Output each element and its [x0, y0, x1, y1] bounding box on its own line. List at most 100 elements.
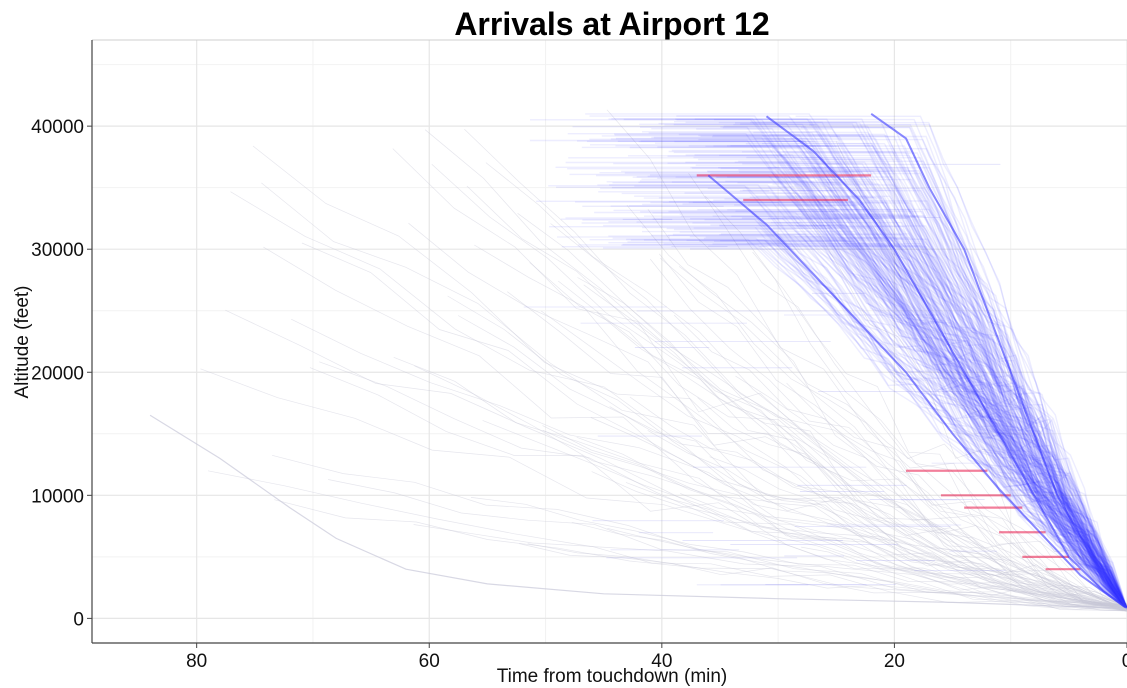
dense-trace — [760, 245, 1127, 609]
dense-trace — [640, 211, 1127, 609]
dense-trace — [710, 224, 1127, 609]
dense-trace — [617, 140, 1127, 609]
sparse-trace — [301, 242, 1127, 609]
sparse-trace — [470, 497, 1127, 612]
x-tick-label: 0 — [1122, 651, 1127, 672]
dense-trace — [641, 178, 1127, 610]
dense-trace — [783, 156, 1127, 609]
dense-trace — [776, 245, 1127, 609]
sparse-trace — [577, 277, 1127, 609]
dense-trace — [630, 239, 1127, 609]
dense-trace — [569, 173, 1127, 609]
sparse-trace — [485, 162, 1127, 612]
dense-trace — [712, 135, 1127, 609]
dense-trace — [629, 205, 1127, 609]
dense-trace — [699, 240, 1127, 609]
dense-trace — [716, 176, 1127, 609]
sparse-trace — [673, 314, 1127, 610]
sparse-trace — [319, 361, 1127, 605]
dense-trace — [609, 184, 1127, 609]
dense-trace — [735, 210, 1127, 609]
dense-trace — [720, 239, 1127, 609]
dense-trace — [797, 208, 1127, 609]
dense-trace — [694, 154, 1127, 609]
sparse-trace — [659, 253, 1127, 612]
sparse-trace — [783, 177, 1127, 612]
sparse-trace — [576, 436, 1127, 606]
sparse-trace — [392, 148, 1127, 606]
dense-trace — [585, 113, 1127, 609]
dense-trace — [801, 214, 1127, 609]
sparse-trace — [629, 396, 1127, 609]
dense-trace — [590, 144, 1127, 609]
sparse-trace — [609, 406, 1127, 611]
dense-trace — [666, 227, 1127, 609]
dense-trace — [555, 166, 1127, 609]
dense-trace — [589, 138, 1127, 609]
dense-trace — [597, 184, 1127, 610]
dense-trace — [636, 176, 1127, 609]
dense-trace — [698, 134, 1127, 609]
x-tick-label: 40 — [651, 651, 672, 672]
sparse-trace — [431, 164, 1127, 612]
dense-trace — [756, 195, 1127, 609]
sparse-trace — [517, 213, 1127, 612]
sparse-trace — [607, 528, 1127, 612]
dense-trace — [685, 154, 1127, 609]
dense-trace — [715, 176, 1127, 609]
dense-trace — [801, 158, 1127, 609]
dense-trace — [662, 201, 1127, 609]
dense-trace — [829, 135, 1127, 609]
dense-trace — [577, 140, 1127, 609]
dense-trace — [733, 123, 1127, 609]
sparse-trace — [457, 315, 1127, 612]
dense-trace — [767, 217, 1127, 609]
dense-trace — [785, 152, 1127, 609]
dense-trace — [770, 221, 1127, 609]
dense-trace — [723, 125, 1127, 609]
dense-trace — [644, 215, 1127, 609]
dense-trace — [707, 187, 1127, 609]
dense-trace — [639, 180, 1127, 609]
dense-trace — [664, 124, 1127, 609]
sparse-trace — [519, 543, 1127, 610]
sparse-trace — [529, 262, 1127, 612]
dense-trace — [667, 155, 1127, 609]
dense-trace — [685, 121, 1127, 609]
sparse-trace — [482, 420, 1127, 609]
series-line — [870, 112, 1127, 610]
dense-trace — [601, 135, 1127, 609]
dense-trace — [627, 241, 1127, 609]
dense-trace — [735, 122, 1127, 609]
sparse-trace — [408, 222, 1127, 609]
dense-trace — [581, 146, 1127, 609]
sparse-trace — [309, 367, 1127, 612]
sparse-trace — [550, 223, 1127, 606]
dense-trace — [718, 121, 1127, 609]
dense-trace — [624, 172, 1127, 609]
dense-trace — [696, 128, 1127, 609]
dense-trace — [720, 233, 1127, 609]
sparse-trace — [252, 145, 1127, 612]
dense-trace — [813, 172, 1127, 609]
dense-trace — [705, 145, 1127, 609]
dense-trace — [784, 246, 1127, 609]
dense-trace — [719, 224, 1127, 609]
dense-trace — [755, 225, 1127, 609]
sparse-trace — [540, 310, 1127, 606]
dense-trace — [638, 140, 1127, 609]
dense-trace — [738, 160, 1127, 609]
sparse-trace — [835, 141, 1127, 609]
sparse-trace — [413, 524, 1127, 606]
dense-trace — [639, 123, 1127, 609]
dense-trace — [657, 146, 1127, 610]
dense-trace — [621, 192, 1127, 609]
dense-trace — [769, 134, 1127, 609]
sparse-trace — [272, 454, 1127, 609]
dense-trace — [742, 163, 1127, 609]
dense-trace — [698, 138, 1127, 609]
dense-trace — [708, 245, 1127, 609]
dense-trace — [725, 180, 1127, 609]
sparse-trace — [474, 244, 1127, 606]
sparse-trace — [393, 356, 1127, 607]
